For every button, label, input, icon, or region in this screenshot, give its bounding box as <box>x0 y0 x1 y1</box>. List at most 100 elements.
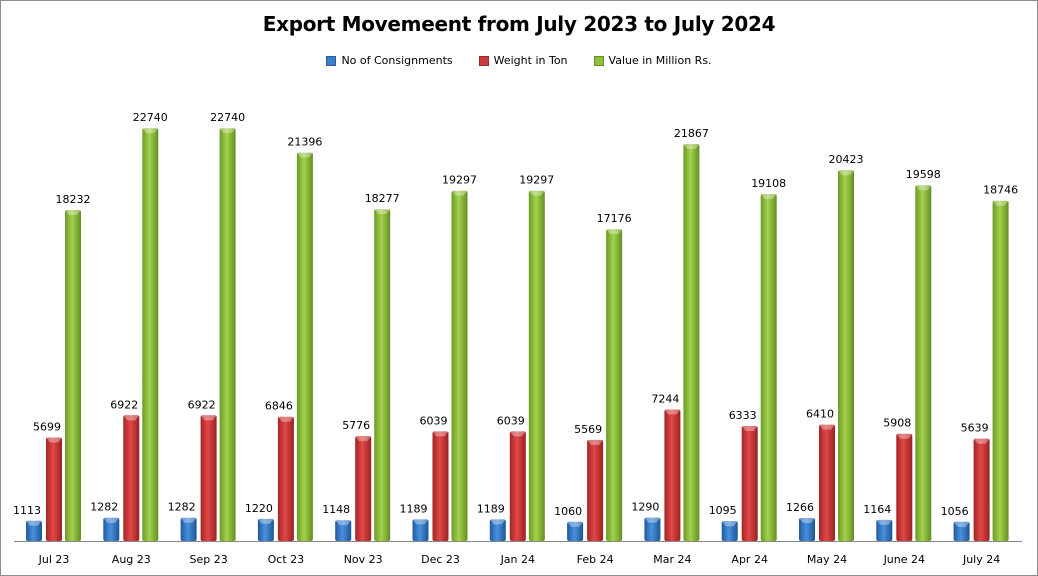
bar-value <box>142 128 159 541</box>
x-tick-label: Nov 23 <box>344 553 383 566</box>
bar-cap-weight <box>741 426 758 432</box>
chart-title: Export Movemeent from July 2023 to July … <box>262 12 776 36</box>
legend-swatch-weight <box>478 55 489 66</box>
bar-value <box>451 190 468 541</box>
bar-cap-consignments <box>335 520 352 526</box>
x-tick-label: Jul 23 <box>38 553 70 566</box>
data-label-consignments: 1282 <box>168 501 196 514</box>
data-label-consignments: 1095 <box>709 504 737 517</box>
legend-swatch-value <box>593 55 604 66</box>
bar-cap-consignments <box>180 517 197 523</box>
data-label-weight: 6922 <box>110 398 138 411</box>
bar-cap-weight <box>355 436 372 442</box>
bar-consignments <box>567 521 584 541</box>
bar-weight <box>819 424 835 541</box>
data-label-weight: 6846 <box>265 400 293 413</box>
x-tick-label: Feb 24 <box>577 553 614 566</box>
bar-value <box>683 144 700 541</box>
bar-weight <box>896 433 913 541</box>
bar-consignments <box>180 517 197 541</box>
bar-consignments <box>721 521 738 541</box>
data-label-value: 21396 <box>287 136 322 149</box>
legend-swatch-consignments <box>326 55 337 66</box>
bar-value <box>528 190 545 541</box>
bar-cap-value <box>451 190 468 196</box>
data-label-consignments: 1056 <box>941 505 969 518</box>
data-label-value: 22740 <box>133 111 168 124</box>
bar-cap-consignments <box>103 517 120 523</box>
bar-cap-value <box>683 144 700 150</box>
x-tick-label: June 24 <box>883 553 925 566</box>
data-label-value: 19108 <box>751 177 786 190</box>
data-label-consignments: 1220 <box>245 502 273 515</box>
data-label-weight: 5569 <box>574 423 602 436</box>
bar-value <box>992 200 1009 541</box>
bar-cap-consignments <box>644 517 661 523</box>
bar-weight <box>277 416 294 541</box>
bar-consignments <box>953 521 970 541</box>
bar-cap-weight <box>664 409 681 415</box>
bar-value <box>915 185 932 541</box>
data-label-weight: 5639 <box>961 422 989 435</box>
bar-cap-weight <box>819 424 835 430</box>
bar-weight <box>509 431 526 541</box>
x-tick-label: Oct 23 <box>268 553 305 566</box>
legend-label-consignments: No of Consignments <box>341 54 453 67</box>
data-label-consignments: 1113 <box>13 504 41 517</box>
bar-cap-weight <box>896 433 913 439</box>
x-tick-label: May 24 <box>807 553 847 566</box>
bar-value <box>65 210 81 541</box>
legend: No of Consignments Weight in Ton Value i… <box>0 54 1038 67</box>
bar-weight <box>973 438 990 541</box>
bar-cap-consignments <box>26 520 42 526</box>
bar-weight <box>432 431 449 541</box>
data-label-consignments: 1282 <box>90 501 118 514</box>
bar-cap-weight <box>587 439 604 445</box>
data-label-value: 18277 <box>365 192 400 205</box>
bar-consignments <box>489 519 506 541</box>
x-tick-label: Mar 24 <box>653 553 691 566</box>
data-label-value: 18232 <box>56 193 91 206</box>
data-label-value: 21867 <box>674 127 709 140</box>
bar-cap-value <box>65 210 81 215</box>
data-label-value: 20423 <box>829 153 864 166</box>
bar-consignments <box>876 519 893 541</box>
data-label-value: 19598 <box>906 168 941 181</box>
bar-consignments <box>26 520 42 541</box>
data-label-consignments: 1189 <box>400 502 428 515</box>
data-label-value: 19297 <box>442 174 477 187</box>
x-tick-label: Dec 23 <box>421 553 460 566</box>
data-label-weight: 6039 <box>497 414 525 427</box>
data-label-consignments: 1266 <box>786 501 814 514</box>
bar-consignments <box>103 517 120 541</box>
x-tick-label: Apr 24 <box>731 553 768 566</box>
bar-weight <box>46 437 62 541</box>
bar-cap-value <box>606 229 623 235</box>
bar-cap-value <box>296 152 313 158</box>
data-label-weight: 7244 <box>651 393 679 406</box>
x-tick-label: Sep 23 <box>189 553 227 566</box>
data-label-weight: 6039 <box>420 414 448 427</box>
bar-cap-consignments <box>876 519 893 525</box>
data-label-weight: 6333 <box>729 409 757 422</box>
bar-cap-consignments <box>567 521 584 527</box>
bar-value <box>760 194 777 541</box>
data-label-consignments: 1060 <box>554 505 582 518</box>
bar-value <box>606 229 623 541</box>
legend-label-weight: Weight in Ton <box>493 54 568 67</box>
bar-weight <box>741 426 758 541</box>
bar-value <box>838 170 854 541</box>
bar-cap-weight <box>432 431 449 437</box>
legend-label-value: Value in Million Rs. <box>608 54 712 67</box>
bar-weight <box>123 415 140 541</box>
bar-cap-weight <box>973 438 990 444</box>
bar-cap-consignments <box>412 519 429 525</box>
bar-consignments <box>257 518 274 541</box>
data-label-weight: 5699 <box>33 421 61 434</box>
legend-item-consignments: No of Consignments <box>326 54 453 67</box>
bar-weight <box>200 415 217 541</box>
data-label-value: 18746 <box>983 184 1018 197</box>
bar-cap-value <box>760 194 777 200</box>
bar-consignments <box>644 517 661 541</box>
